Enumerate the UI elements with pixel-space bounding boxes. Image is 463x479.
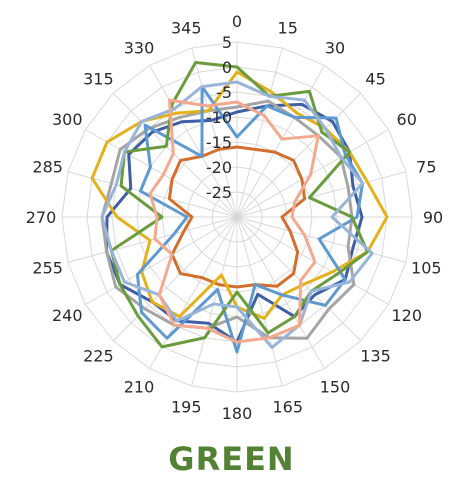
angle-label: 180 [222, 404, 253, 423]
grid-spoke [85, 216, 238, 305]
angle-label: 240 [52, 306, 83, 325]
radial-tick-label: -5 [216, 83, 232, 102]
angle-label: 345 [171, 19, 202, 38]
grid-spoke [112, 216, 238, 342]
angle-label: 75 [416, 157, 436, 176]
series-line-7 [100, 80, 374, 349]
grid-spoke [236, 216, 407, 263]
angle-label: 270 [26, 208, 57, 227]
radial-tick-label: -10 [206, 108, 232, 127]
angle-label: 225 [83, 347, 114, 366]
grid-spoke [67, 171, 238, 218]
grid-spoke [236, 216, 362, 342]
angle-label: 15 [278, 19, 298, 38]
grid-spoke [236, 92, 362, 218]
angle-label: 90 [423, 208, 443, 227]
series-line-1 [167, 145, 307, 289]
series-line-8 [148, 98, 320, 344]
angle-label: 30 [325, 38, 345, 57]
radial-tick-label: 5 [222, 33, 232, 52]
angle-labels: 0 15 30 45 60 75 90 105 120 135 150 165 180 195 210 225… [26, 12, 443, 423]
grid-spoke [236, 47, 283, 218]
angle-label: 0 [232, 12, 242, 31]
angle-label: 135 [360, 347, 391, 366]
radial-tick-labels: 5 0 -5 -10 -15 -20 -25 [206, 33, 232, 202]
grid-spoke [236, 216, 283, 387]
grid-spoke [112, 92, 238, 218]
grid-spoke [236, 216, 325, 369]
radar-series-group [90, 60, 389, 354]
angle-label: 315 [83, 69, 114, 88]
series-line-5 [135, 85, 365, 354]
angle-label: 330 [124, 38, 155, 57]
grid-spoke [236, 171, 407, 218]
grid-spoke [236, 129, 389, 218]
angle-label: 150 [320, 378, 351, 397]
angle-label: 285 [32, 157, 63, 176]
angle-label: 195 [171, 397, 202, 416]
radial-tick-label: -20 [206, 158, 232, 177]
angle-label: 120 [391, 306, 422, 325]
grid-spoke [191, 216, 238, 387]
angle-label: 45 [365, 69, 385, 88]
chart-title: GREEN [168, 440, 295, 478]
angle-label: 165 [272, 397, 303, 416]
radial-tick-label: -15 [206, 133, 232, 152]
grid-spoke [191, 47, 238, 218]
angle-label: 60 [397, 110, 417, 129]
angle-label: 105 [411, 259, 442, 278]
radar-chart: 50-5-10-15-20-25 0 1530456075901051201351… [26, 12, 443, 423]
angle-label: 210 [124, 378, 155, 397]
radar-grid [61, 41, 413, 393]
grid-spoke [67, 216, 238, 263]
radial-tick-label: 0 [222, 58, 232, 77]
grid-spoke [149, 65, 238, 218]
radial-tick-label: -25 [206, 183, 232, 202]
grid-spoke [85, 129, 238, 218]
grid-spoke [236, 216, 389, 305]
grid-spoke [149, 216, 238, 369]
angle-label: 300 [52, 110, 83, 129]
angle-label: 255 [32, 259, 63, 278]
